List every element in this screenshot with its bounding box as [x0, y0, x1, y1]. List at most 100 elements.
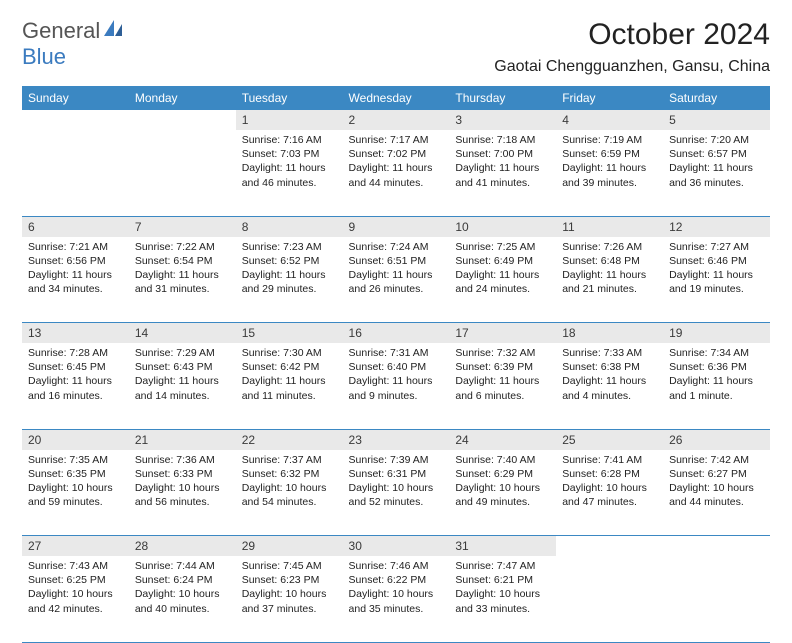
logo: General — [22, 18, 126, 44]
day-details: Sunrise: 7:27 AMSunset: 6:46 PMDaylight:… — [663, 237, 770, 303]
day-number: 22 — [236, 429, 343, 450]
day-content-row: Sunrise: 7:35 AMSunset: 6:35 PMDaylight:… — [22, 450, 770, 536]
day-details: Sunrise: 7:18 AMSunset: 7:00 PMDaylight:… — [449, 130, 556, 196]
day-cell: Sunrise: 7:25 AMSunset: 6:49 PMDaylight:… — [449, 237, 556, 323]
day-details: Sunrise: 7:22 AMSunset: 6:54 PMDaylight:… — [129, 237, 236, 303]
day-number: 25 — [556, 429, 663, 450]
day-details: Sunrise: 7:33 AMSunset: 6:38 PMDaylight:… — [556, 343, 663, 409]
day-cell: Sunrise: 7:28 AMSunset: 6:45 PMDaylight:… — [22, 343, 129, 429]
day-details: Sunrise: 7:36 AMSunset: 6:33 PMDaylight:… — [129, 450, 236, 516]
day-details: Sunrise: 7:32 AMSunset: 6:39 PMDaylight:… — [449, 343, 556, 409]
calendar-table: SundayMondayTuesdayWednesdayThursdayFrid… — [22, 86, 770, 643]
day-cell: Sunrise: 7:26 AMSunset: 6:48 PMDaylight:… — [556, 237, 663, 323]
day-number: 23 — [343, 429, 450, 450]
day-number — [22, 110, 129, 130]
logo-text-general: General — [22, 18, 100, 44]
day-details: Sunrise: 7:23 AMSunset: 6:52 PMDaylight:… — [236, 237, 343, 303]
day-details: Sunrise: 7:30 AMSunset: 6:42 PMDaylight:… — [236, 343, 343, 409]
day-cell: Sunrise: 7:44 AMSunset: 6:24 PMDaylight:… — [129, 556, 236, 642]
logo-text-blue-wrap: Blue — [22, 44, 66, 70]
weekday-header: Tuesday — [236, 86, 343, 110]
day-number: 1 — [236, 110, 343, 130]
day-details: Sunrise: 7:29 AMSunset: 6:43 PMDaylight:… — [129, 343, 236, 409]
day-cell: Sunrise: 7:40 AMSunset: 6:29 PMDaylight:… — [449, 450, 556, 536]
day-cell: Sunrise: 7:19 AMSunset: 6:59 PMDaylight:… — [556, 130, 663, 216]
day-number: 7 — [129, 216, 236, 237]
day-number: 15 — [236, 323, 343, 344]
day-details: Sunrise: 7:41 AMSunset: 6:28 PMDaylight:… — [556, 450, 663, 516]
day-number: 28 — [129, 536, 236, 557]
day-number: 10 — [449, 216, 556, 237]
title-block: October 2024 Gaotai Chengguanzhen, Gansu… — [494, 18, 770, 82]
day-cell: Sunrise: 7:41 AMSunset: 6:28 PMDaylight:… — [556, 450, 663, 536]
day-cell: Sunrise: 7:29 AMSunset: 6:43 PMDaylight:… — [129, 343, 236, 429]
day-details: Sunrise: 7:37 AMSunset: 6:32 PMDaylight:… — [236, 450, 343, 516]
day-details: Sunrise: 7:19 AMSunset: 6:59 PMDaylight:… — [556, 130, 663, 196]
day-number: 29 — [236, 536, 343, 557]
day-number: 12 — [663, 216, 770, 237]
weekday-header: Friday — [556, 86, 663, 110]
logo-sail-icon — [104, 20, 124, 43]
day-cell: Sunrise: 7:20 AMSunset: 6:57 PMDaylight:… — [663, 130, 770, 216]
day-number-row: 20212223242526 — [22, 429, 770, 450]
day-cell: Sunrise: 7:30 AMSunset: 6:42 PMDaylight:… — [236, 343, 343, 429]
day-cell: Sunrise: 7:35 AMSunset: 6:35 PMDaylight:… — [22, 450, 129, 536]
day-cell: Sunrise: 7:47 AMSunset: 6:21 PMDaylight:… — [449, 556, 556, 642]
day-details: Sunrise: 7:39 AMSunset: 6:31 PMDaylight:… — [343, 450, 450, 516]
day-number: 17 — [449, 323, 556, 344]
day-number: 14 — [129, 323, 236, 344]
day-number: 5 — [663, 110, 770, 130]
day-cell: Sunrise: 7:31 AMSunset: 6:40 PMDaylight:… — [343, 343, 450, 429]
day-number: 3 — [449, 110, 556, 130]
day-number-row: 6789101112 — [22, 216, 770, 237]
day-number: 9 — [343, 216, 450, 237]
day-number: 11 — [556, 216, 663, 237]
day-cell — [129, 130, 236, 216]
day-number — [129, 110, 236, 130]
day-cell: Sunrise: 7:33 AMSunset: 6:38 PMDaylight:… — [556, 343, 663, 429]
day-number: 2 — [343, 110, 450, 130]
weekday-header: Saturday — [663, 86, 770, 110]
day-content-row: Sunrise: 7:28 AMSunset: 6:45 PMDaylight:… — [22, 343, 770, 429]
day-number: 26 — [663, 429, 770, 450]
day-cell — [663, 556, 770, 642]
day-cell: Sunrise: 7:17 AMSunset: 7:02 PMDaylight:… — [343, 130, 450, 216]
day-cell: Sunrise: 7:43 AMSunset: 6:25 PMDaylight:… — [22, 556, 129, 642]
day-cell: Sunrise: 7:45 AMSunset: 6:23 PMDaylight:… — [236, 556, 343, 642]
calendar-body: 12345Sunrise: 7:16 AMSunset: 7:03 PMDayl… — [22, 110, 770, 642]
day-details: Sunrise: 7:24 AMSunset: 6:51 PMDaylight:… — [343, 237, 450, 303]
weekday-header-row: SundayMondayTuesdayWednesdayThursdayFrid… — [22, 86, 770, 110]
day-cell: Sunrise: 7:21 AMSunset: 6:56 PMDaylight:… — [22, 237, 129, 323]
day-content-row: Sunrise: 7:16 AMSunset: 7:03 PMDaylight:… — [22, 130, 770, 216]
day-details: Sunrise: 7:28 AMSunset: 6:45 PMDaylight:… — [22, 343, 129, 409]
day-details: Sunrise: 7:21 AMSunset: 6:56 PMDaylight:… — [22, 237, 129, 303]
day-number-row: 2728293031 — [22, 536, 770, 557]
day-number-row: 12345 — [22, 110, 770, 130]
day-number: 20 — [22, 429, 129, 450]
day-number: 18 — [556, 323, 663, 344]
day-content-row: Sunrise: 7:43 AMSunset: 6:25 PMDaylight:… — [22, 556, 770, 642]
month-title: October 2024 — [494, 18, 770, 52]
day-number: 6 — [22, 216, 129, 237]
day-details: Sunrise: 7:16 AMSunset: 7:03 PMDaylight:… — [236, 130, 343, 196]
day-cell: Sunrise: 7:34 AMSunset: 6:36 PMDaylight:… — [663, 343, 770, 429]
day-number — [663, 536, 770, 557]
day-number: 24 — [449, 429, 556, 450]
day-cell: Sunrise: 7:22 AMSunset: 6:54 PMDaylight:… — [129, 237, 236, 323]
day-cell: Sunrise: 7:42 AMSunset: 6:27 PMDaylight:… — [663, 450, 770, 536]
weekday-header: Monday — [129, 86, 236, 110]
day-details: Sunrise: 7:31 AMSunset: 6:40 PMDaylight:… — [343, 343, 450, 409]
day-details: Sunrise: 7:34 AMSunset: 6:36 PMDaylight:… — [663, 343, 770, 409]
day-cell: Sunrise: 7:24 AMSunset: 6:51 PMDaylight:… — [343, 237, 450, 323]
day-cell: Sunrise: 7:37 AMSunset: 6:32 PMDaylight:… — [236, 450, 343, 536]
day-cell — [22, 130, 129, 216]
day-cell: Sunrise: 7:18 AMSunset: 7:00 PMDaylight:… — [449, 130, 556, 216]
day-cell: Sunrise: 7:27 AMSunset: 6:46 PMDaylight:… — [663, 237, 770, 323]
day-number: 31 — [449, 536, 556, 557]
header: General October 2024 Gaotai Chengguanzhe… — [22, 18, 770, 82]
location-title: Gaotai Chengguanzhen, Gansu, China — [494, 58, 770, 76]
day-number: 30 — [343, 536, 450, 557]
day-number-row: 13141516171819 — [22, 323, 770, 344]
weekday-header: Thursday — [449, 86, 556, 110]
day-number: 21 — [129, 429, 236, 450]
